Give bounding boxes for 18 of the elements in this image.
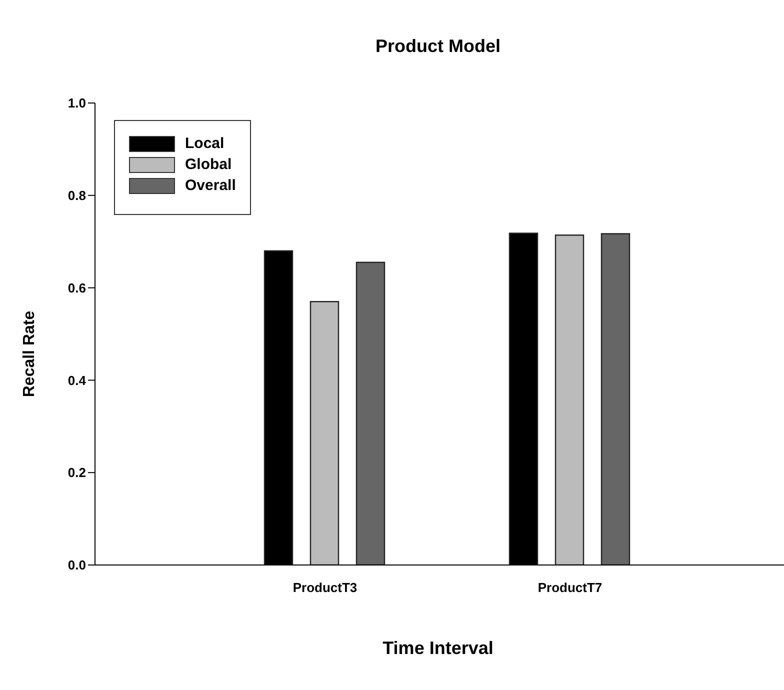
legend-label: Global — [185, 156, 232, 173]
legend-label: Overall — [185, 177, 236, 194]
chart-title: Product Model — [374, 36, 502, 57]
y-axis-title: Recall Rate — [21, 310, 39, 398]
x-axis-title: Time Interval — [382, 638, 494, 659]
x-tick-label: ProductT3 — [292, 580, 358, 596]
y-tick-label: 0.4 — [68, 372, 87, 388]
bar — [600, 233, 630, 565]
bar — [554, 234, 584, 565]
bar — [356, 262, 386, 565]
y-tick-label: 0.0 — [68, 558, 86, 573]
bar — [310, 301, 340, 565]
x-tick-label: ProductT7 — [538, 580, 602, 596]
y-tick-label: 0.6 — [68, 280, 86, 296]
y-tick-label: 0.2 — [68, 465, 86, 480]
y-tick-label: 1.0 — [68, 96, 86, 111]
y-tick-label: 0.8 — [68, 188, 86, 204]
legend-label: Local — [185, 135, 224, 152]
